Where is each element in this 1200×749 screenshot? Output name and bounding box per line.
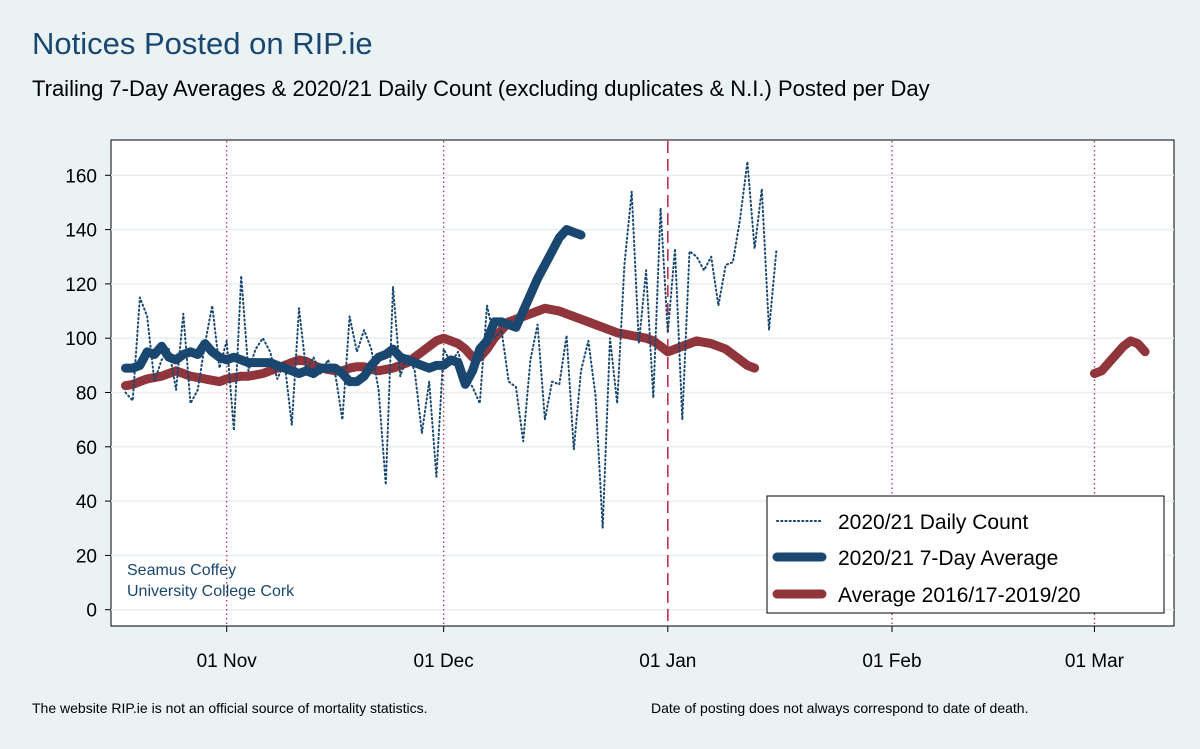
series-layer bbox=[121, 160, 1150, 530]
credit-author: Seamus Coffey bbox=[127, 562, 236, 579]
x-tick-label: 01 Mar bbox=[1065, 651, 1125, 672]
legend-label-hist: Average 2016/17-2019/20 bbox=[838, 584, 1080, 607]
legend: 2020/21 Daily Count 2020/21 7-Day Averag… bbox=[766, 495, 1165, 614]
month-reference-lines bbox=[226, 141, 1096, 625]
footnote-left: The website RIP.ie is not an official so… bbox=[32, 700, 428, 716]
footnote-right: Date of posting does not always correspo… bbox=[651, 700, 1029, 716]
y-tick-label: 0 bbox=[86, 601, 97, 622]
x-tick-label: 01 Dec bbox=[414, 651, 474, 672]
y-tick-label: 20 bbox=[76, 546, 97, 567]
y-tick-label: 140 bbox=[65, 221, 97, 242]
legend-label-daily: 2020/21 Daily Count bbox=[838, 511, 1028, 534]
y-tick-label: 100 bbox=[65, 329, 97, 350]
credit-institution: University College Cork bbox=[127, 583, 295, 600]
legend-box bbox=[766, 495, 1165, 614]
axis-layer: 0 20 40 60 80 100 120 140 160 01 Nov 01 Dec 01 Jan 0… bbox=[65, 166, 1124, 672]
x-tick-label: 01 Nov bbox=[197, 651, 258, 672]
y-tick-label: 160 bbox=[65, 166, 97, 187]
y-tick-label: 80 bbox=[76, 384, 97, 405]
series-line-2021-7day-average bbox=[121, 225, 586, 389]
series-line-historical-average bbox=[1090, 336, 1150, 378]
legend-label-avg2021: 2020/21 7-Day Average bbox=[838, 547, 1058, 570]
x-tick-label: 01 Jan bbox=[639, 651, 696, 672]
y-tick-label: 120 bbox=[65, 275, 97, 296]
chart-title: Notices Posted on RIP.ie bbox=[32, 26, 373, 61]
series-line-2021-daily-count bbox=[124, 160, 778, 530]
y-tick-label: 40 bbox=[76, 492, 97, 513]
chart-subtitle: Trailing 7-Day Averages & 2020/21 Daily … bbox=[32, 76, 930, 101]
x-tick-label: 01 Feb bbox=[862, 651, 921, 672]
credit: Seamus Coffey University College Cork bbox=[127, 562, 295, 600]
y-tick-label: 60 bbox=[76, 438, 97, 459]
